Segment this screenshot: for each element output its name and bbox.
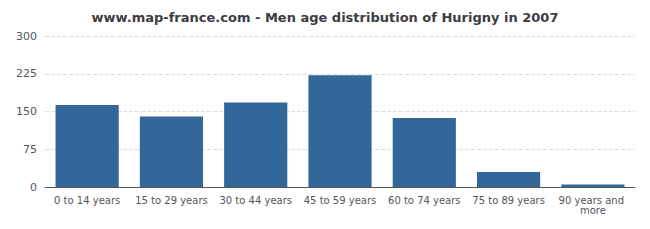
- svg-text:225: 225: [16, 67, 37, 80]
- svg-text:www.map-france.com - Men age d: www.map-france.com - Men age distributio…: [92, 10, 559, 25]
- svg-text:90 years and: 90 years and: [558, 194, 628, 206]
- svg-text:45 to 59 years: 45 to 59 years: [304, 195, 377, 206]
- svg-text:60 to 74 years: 60 to 74 years: [388, 195, 461, 206]
- svg-text:75: 75: [23, 143, 37, 156]
- svg-text:150: 150: [16, 105, 37, 118]
- svg-text:15 to 29 years: 15 to 29 years: [135, 195, 208, 206]
- svg-text:75 to 89 years: 75 to 89 years: [472, 195, 545, 206]
- svg-text:0 to 14 years: 0 to 14 years: [54, 195, 120, 206]
- svg-text:0: 0: [30, 181, 37, 194]
- svg-text:300: 300: [16, 30, 37, 43]
- svg-text:30 to 44 years: 30 to 44 years: [219, 195, 292, 206]
- svg-text:more: more: [580, 205, 606, 216]
